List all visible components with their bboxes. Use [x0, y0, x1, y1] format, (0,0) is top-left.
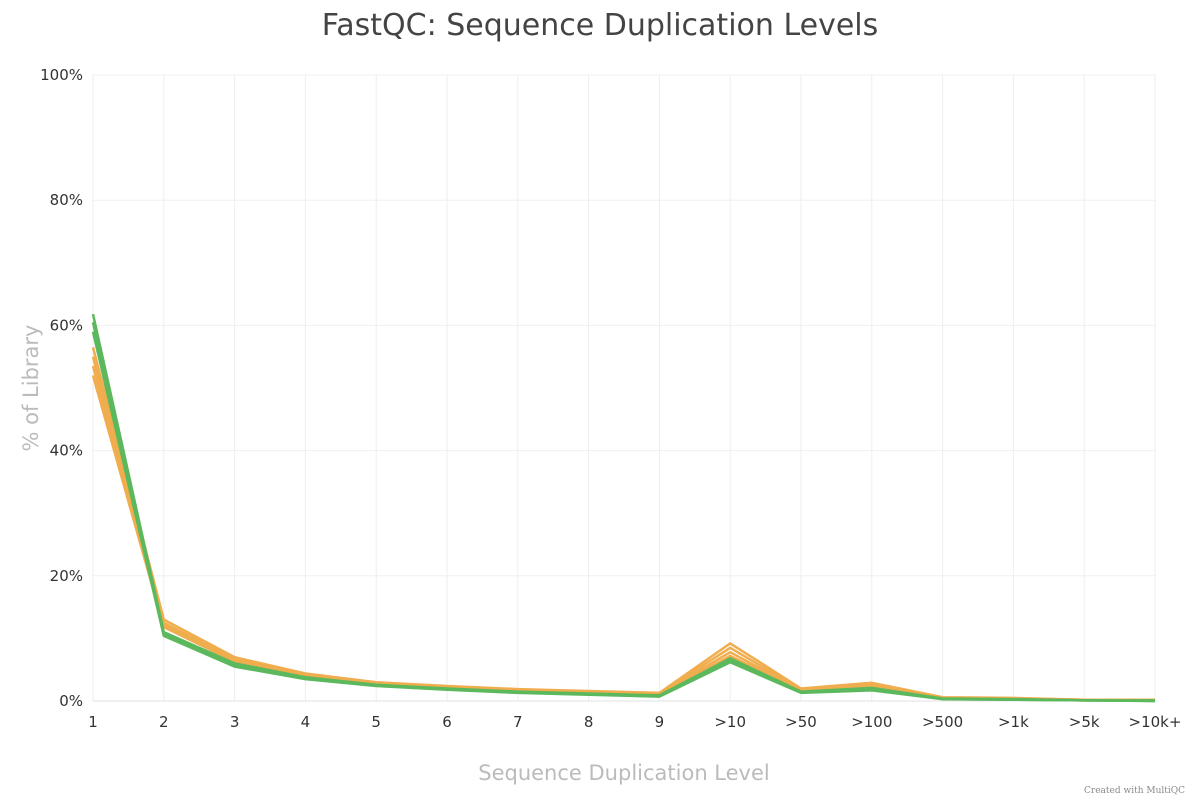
- series-line[interactable]: [91, 365, 1156, 702]
- x-tick-label: >50: [785, 713, 817, 731]
- series-layer: [91, 313, 1156, 703]
- y-axis-ticks: 0% 20% 40% 60% 80% 100%: [40, 66, 83, 710]
- x-tick-label: >10: [714, 713, 746, 731]
- series-line[interactable]: [91, 322, 1156, 703]
- x-tick-label: 4: [301, 713, 311, 731]
- x-tick-label: >5k: [1069, 713, 1100, 731]
- y-tick-label: 20%: [50, 567, 83, 585]
- x-tick-label: >500: [922, 713, 963, 731]
- x-tick-label: >100: [851, 713, 892, 731]
- series-line[interactable]: [91, 331, 1156, 703]
- x-tick-label: 1: [88, 713, 98, 731]
- y-tick-label: 80%: [50, 191, 83, 209]
- x-tick-label: 3: [230, 713, 240, 731]
- series-line[interactable]: [91, 346, 1155, 701]
- x-tick-label: >1k: [998, 713, 1029, 731]
- chart-title: FastQC: Sequence Duplication Levels: [321, 8, 879, 43]
- x-axis-ticks: 1 2 3 4 5 6 7 8 9 >10 >50 >100 >500 >1k >5k >10k+: [88, 713, 1181, 731]
- grid-lines: [92, 74, 1156, 702]
- x-tick-label: >10k+: [1129, 713, 1182, 731]
- x-tick-label: 7: [513, 713, 523, 731]
- y-axis-title: % of Library: [19, 325, 43, 452]
- x-tick-label: 6: [442, 713, 452, 731]
- x-tick-label: 5: [371, 713, 381, 731]
- series-line[interactable]: [91, 356, 1156, 702]
- series-line[interactable]: [91, 375, 1155, 702]
- x-tick-label: 9: [655, 713, 665, 731]
- y-tick-label: 60%: [50, 316, 83, 334]
- x-tick-label: 8: [584, 713, 594, 731]
- x-axis-title: Sequence Duplication Level: [478, 761, 770, 785]
- credit-text: Created with MultiQC: [1084, 786, 1185, 796]
- y-tick-label: 100%: [40, 66, 83, 84]
- x-tick-label: 2: [159, 713, 169, 731]
- series-line[interactable]: [91, 313, 1155, 702]
- y-tick-label: 40%: [50, 442, 83, 460]
- y-tick-label: 0%: [59, 692, 83, 710]
